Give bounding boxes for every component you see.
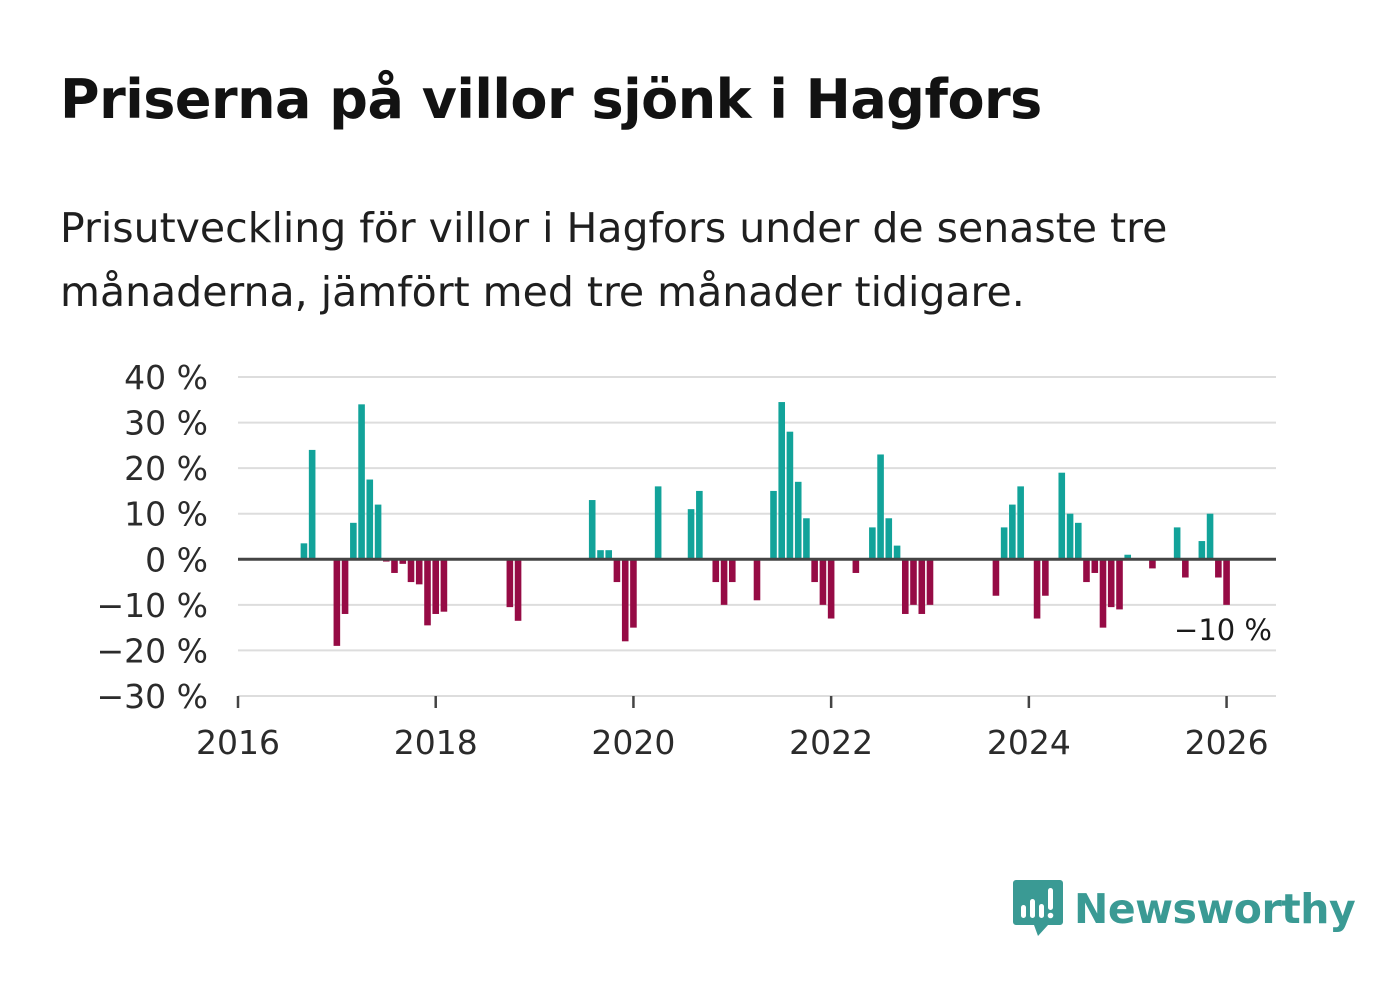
bar <box>621 559 629 642</box>
bar <box>308 449 316 560</box>
y-tick-label: −20 % <box>97 631 209 670</box>
bars <box>300 402 1230 646</box>
bar <box>432 559 440 614</box>
bar <box>654 486 662 560</box>
bar <box>391 559 398 573</box>
bar <box>803 518 810 560</box>
bar <box>597 550 604 560</box>
bar <box>514 559 522 621</box>
bar <box>374 504 382 560</box>
y-axis-labels: 40 % 30 % 20 % 10 % 0 % −10 % −20 % −30 % <box>97 358 209 716</box>
bar <box>1223 559 1230 605</box>
bar <box>424 559 431 626</box>
y-tick-label: 40 % <box>124 358 208 397</box>
bar <box>786 431 794 560</box>
bar <box>1074 522 1082 560</box>
gridlines <box>238 376 1276 697</box>
bar <box>918 559 926 614</box>
bar <box>1091 559 1099 573</box>
y-tick-label: 30 % <box>124 404 208 443</box>
bar <box>588 500 596 560</box>
y-tick-label: −10 % <box>97 586 209 625</box>
newsworthy-logo-text: Newsworthy <box>1074 885 1356 933</box>
bar <box>893 545 901 560</box>
y-tick-label: 20 % <box>124 449 208 488</box>
bar <box>1009 504 1016 560</box>
bar <box>869 527 876 560</box>
bar <box>440 559 448 612</box>
y-tick-label: 10 % <box>124 495 208 534</box>
bar <box>720 559 728 605</box>
bar <box>1058 472 1066 560</box>
bar <box>358 404 365 560</box>
bar <box>300 543 308 560</box>
bar <box>1083 559 1090 583</box>
bar <box>1215 559 1222 578</box>
bar <box>885 518 893 560</box>
bar <box>794 481 802 560</box>
bar <box>1066 513 1074 560</box>
x-tick-label: 2020 <box>591 723 675 762</box>
bar <box>366 479 374 560</box>
newsworthy-logo: Newsworthy <box>1012 878 1356 940</box>
bar <box>1017 486 1024 560</box>
bar <box>819 559 827 605</box>
x-axis: 2016 2018 2020 2022 2024 2026 <box>196 557 1276 762</box>
bar <box>1198 541 1206 560</box>
bar <box>753 559 761 601</box>
x-tick-label: 2026 <box>1185 723 1269 762</box>
x-tick-label: 2018 <box>394 723 478 762</box>
bar <box>926 559 934 605</box>
x-tick-label: 2024 <box>987 723 1071 762</box>
bar <box>1042 559 1049 596</box>
y-tick-label: 0 % <box>145 540 208 579</box>
bar <box>1000 527 1008 560</box>
bar <box>901 559 909 614</box>
bar <box>341 559 349 614</box>
bar <box>827 559 835 619</box>
newsworthy-logo-icon <box>1013 880 1063 936</box>
bar <box>630 559 637 628</box>
bar <box>605 550 613 560</box>
bar <box>1173 527 1181 560</box>
y-tick-label: −30 % <box>97 677 209 716</box>
chart-title: Priserna på villor sjönk i Hagfors <box>60 68 1042 131</box>
bar <box>728 559 736 583</box>
bar <box>399 559 407 564</box>
bar <box>1033 559 1041 619</box>
bar <box>333 559 341 646</box>
bar <box>1099 559 1107 628</box>
bar <box>407 559 415 583</box>
bar <box>350 522 357 560</box>
bar <box>992 559 1000 596</box>
chart-subtitle: Prisutveckling för villor i Hagfors unde… <box>60 204 1168 316</box>
bar <box>696 490 703 560</box>
bar <box>910 559 917 605</box>
x-tick-label: 2016 <box>196 723 280 762</box>
bar <box>770 490 777 560</box>
last-value-annotation: −10 % <box>1174 613 1272 647</box>
bar <box>1124 554 1132 560</box>
bar <box>877 454 884 560</box>
bar <box>1116 559 1123 610</box>
bar <box>506 559 514 608</box>
bar <box>1149 559 1156 569</box>
annotations: −10 % <box>1174 613 1272 647</box>
bar <box>811 559 818 583</box>
x-tick-label: 2022 <box>789 723 873 762</box>
bar <box>712 559 720 583</box>
bar <box>415 559 423 585</box>
bar <box>852 559 860 573</box>
bar <box>1206 513 1214 560</box>
bar <box>1182 559 1189 578</box>
bar <box>778 402 786 560</box>
bar <box>1107 559 1115 608</box>
bar <box>613 559 621 583</box>
bar <box>687 509 695 560</box>
